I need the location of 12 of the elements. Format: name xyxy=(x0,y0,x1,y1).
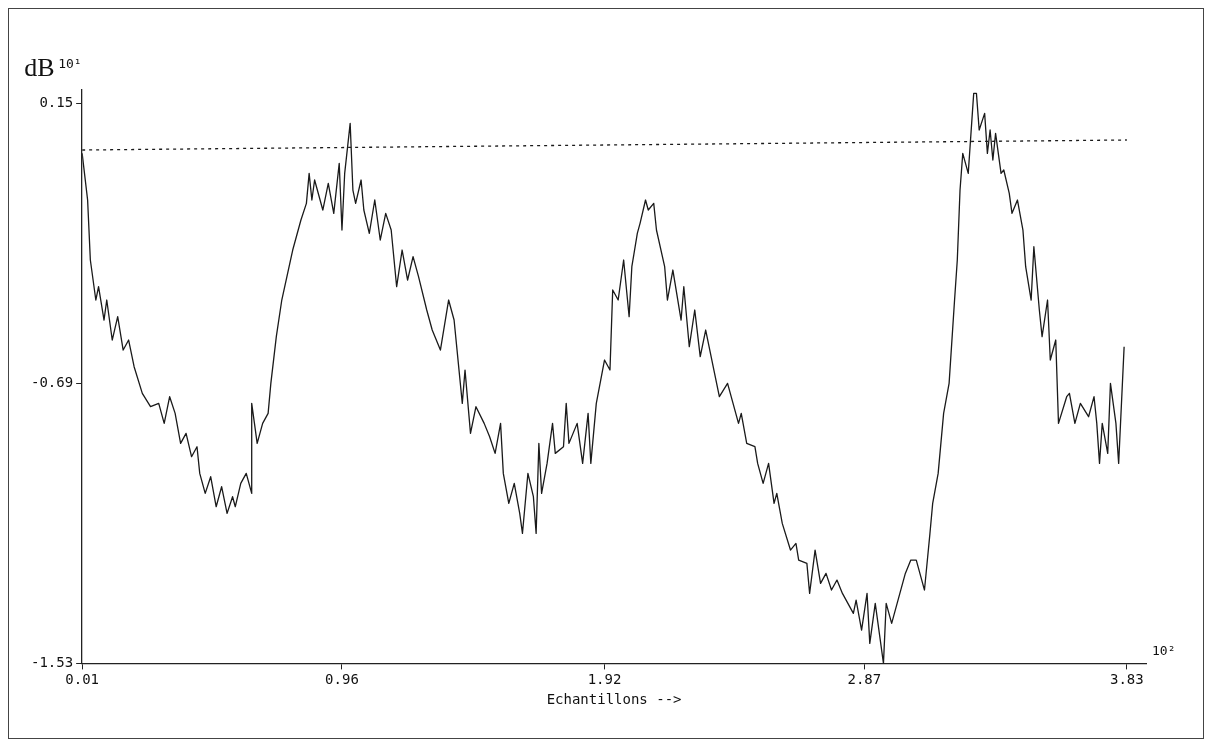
x-tick-label: 2.87 xyxy=(847,671,882,688)
y-tick-label: -0.69 xyxy=(30,374,74,391)
x-tick-label: 0.01 xyxy=(65,671,99,688)
x-axis-title: Echantillons --> xyxy=(546,691,682,708)
y-tick-label: -1.53 xyxy=(30,654,74,671)
x-tick-label: 1.92 xyxy=(587,671,622,688)
text: 10¹ xyxy=(58,56,82,71)
y-tick-label: 0.15 xyxy=(39,93,74,110)
x-tick-label: 0.96 xyxy=(325,671,359,688)
text: 10² xyxy=(1152,643,1176,659)
y-axis-title: dB xyxy=(24,53,55,82)
x-tick-label: 3.83 xyxy=(1110,671,1144,688)
